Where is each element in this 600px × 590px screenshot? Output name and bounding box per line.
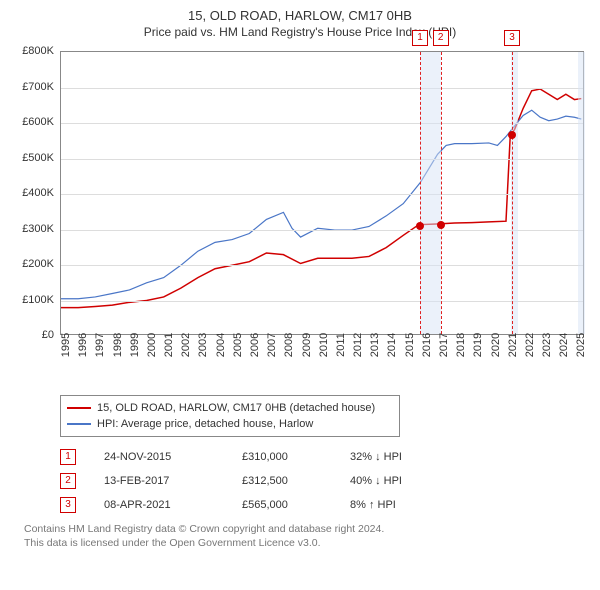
data-point <box>416 222 424 230</box>
x-axis-label: 2022 <box>524 333 536 357</box>
x-axis-label: 2000 <box>146 333 158 357</box>
series-line-blue <box>61 110 581 299</box>
attribution-text: Contains HM Land Registry data © Crown c… <box>24 523 588 550</box>
highlight-band <box>420 52 441 334</box>
x-axis-label: 2023 <box>541 333 553 357</box>
transaction-diff: 40% ↓ HPI <box>350 475 430 487</box>
x-axis-label: 2008 <box>283 333 295 357</box>
gridline <box>61 194 583 195</box>
data-point <box>508 131 516 139</box>
x-axis-label: 2012 <box>352 333 364 357</box>
x-axis-label: 1998 <box>112 333 124 357</box>
x-axis-label: 2021 <box>507 333 519 357</box>
x-axis-labels: 1995199619971998199920002001200220032004… <box>60 339 584 391</box>
chart-title: 15, OLD ROAD, HARLOW, CM17 0HB <box>12 8 588 23</box>
chart-subtitle: Price paid vs. HM Land Registry's House … <box>12 25 588 39</box>
gridline <box>61 230 583 231</box>
legend-item: 15, OLD ROAD, HARLOW, CM17 0HB (detached… <box>67 400 393 416</box>
x-axis-label: 2016 <box>421 333 433 357</box>
y-axis-label: £200K <box>22 258 54 270</box>
x-axis-label: 2006 <box>249 333 261 357</box>
gridline <box>61 123 583 124</box>
legend-swatch <box>67 407 91 409</box>
x-axis-label: 2003 <box>197 333 209 357</box>
event-line <box>512 52 513 334</box>
chart-area: £0 £100K £200K £300K £400K £500K £600K £700K £80… <box>12 47 588 391</box>
transaction-diff: 8% ↑ HPI <box>350 499 430 511</box>
transaction-table: 1 24-NOV-2015 £310,000 32% ↓ HPI 2 13-FEB-201… <box>60 445 588 517</box>
x-axis-label: 2014 <box>386 333 398 357</box>
x-axis-label: 2018 <box>455 333 467 357</box>
x-axis-label: 1995 <box>60 333 72 357</box>
x-axis-label: 2011 <box>335 333 347 357</box>
x-axis-label: 2020 <box>490 333 502 357</box>
transaction-diff: 32% ↓ HPI <box>350 451 430 463</box>
x-axis-label: 2015 <box>404 333 416 357</box>
chart-container: 15, OLD ROAD, HARLOW, CM17 0HB Price pai… <box>0 0 600 558</box>
transaction-marker: 3 <box>60 497 76 513</box>
transaction-price: £565,000 <box>242 499 322 511</box>
transaction-price: £312,500 <box>242 475 322 487</box>
attribution-line-1: Contains HM Land Registry data © Crown c… <box>24 523 588 537</box>
transaction-marker: 1 <box>60 449 76 465</box>
y-axis-label: £300K <box>22 223 54 235</box>
transaction-date: 08-APR-2021 <box>104 499 214 511</box>
x-axis-label: 2001 <box>163 333 175 357</box>
y-axis-label: £100K <box>22 294 54 306</box>
plot-area: 123 <box>60 51 584 335</box>
gridline <box>61 159 583 160</box>
y-axis-label: £0 <box>42 329 54 341</box>
y-axis-labels: £0 £100K £200K £300K £400K £500K £600K £700K £80… <box>12 47 58 391</box>
y-axis-label: £700K <box>22 81 54 93</box>
legend-swatch <box>67 423 91 425</box>
x-axis-label: 2004 <box>215 333 227 357</box>
legend-box: 15, OLD ROAD, HARLOW, CM17 0HB (detached… <box>60 395 400 437</box>
transaction-row: 3 08-APR-2021 £565,000 8% ↑ HPI <box>60 493 588 517</box>
x-axis-label: 1996 <box>77 333 89 357</box>
x-axis-label: 1999 <box>129 333 141 357</box>
x-axis-label: 1997 <box>94 333 106 357</box>
x-axis-label: 2009 <box>301 333 313 357</box>
chart-lines <box>61 52 583 334</box>
transaction-marker: 2 <box>60 473 76 489</box>
x-axis-label: 2002 <box>180 333 192 357</box>
transaction-row: 2 13-FEB-2017 £312,500 40% ↓ HPI <box>60 469 588 493</box>
y-axis-label: £500K <box>22 152 54 164</box>
x-axis-label: 2017 <box>438 333 450 357</box>
y-axis-label: £800K <box>22 45 54 57</box>
x-axis-label: 2007 <box>266 333 278 357</box>
gridline <box>61 265 583 266</box>
event-marker: 1 <box>412 30 428 46</box>
y-axis-label: £400K <box>22 187 54 199</box>
x-axis-label: 2010 <box>318 333 330 357</box>
legend-label: HPI: Average price, detached house, Harl… <box>97 418 313 430</box>
transaction-price: £310,000 <box>242 451 322 463</box>
legend-label: 15, OLD ROAD, HARLOW, CM17 0HB (detached… <box>97 402 375 414</box>
attribution-line-2: This data is licensed under the Open Gov… <box>24 537 588 551</box>
event-line <box>420 52 421 334</box>
x-axis-label: 2024 <box>558 333 570 357</box>
transaction-date: 13-FEB-2017 <box>104 475 214 487</box>
x-axis-label: 2025 <box>575 333 587 357</box>
x-axis-label: 2019 <box>472 333 484 357</box>
x-axis-label: 2005 <box>232 333 244 357</box>
transaction-row: 1 24-NOV-2015 £310,000 32% ↓ HPI <box>60 445 588 469</box>
data-point <box>437 221 445 229</box>
highlight-band <box>578 52 585 334</box>
event-line <box>441 52 442 334</box>
legend-item: HPI: Average price, detached house, Harl… <box>67 416 393 432</box>
gridline <box>61 88 583 89</box>
x-axis-label: 2013 <box>369 333 381 357</box>
event-marker: 2 <box>433 30 449 46</box>
event-marker: 3 <box>504 30 520 46</box>
transaction-date: 24-NOV-2015 <box>104 451 214 463</box>
gridline <box>61 301 583 302</box>
y-axis-label: £600K <box>22 116 54 128</box>
series-line-red <box>61 89 581 308</box>
